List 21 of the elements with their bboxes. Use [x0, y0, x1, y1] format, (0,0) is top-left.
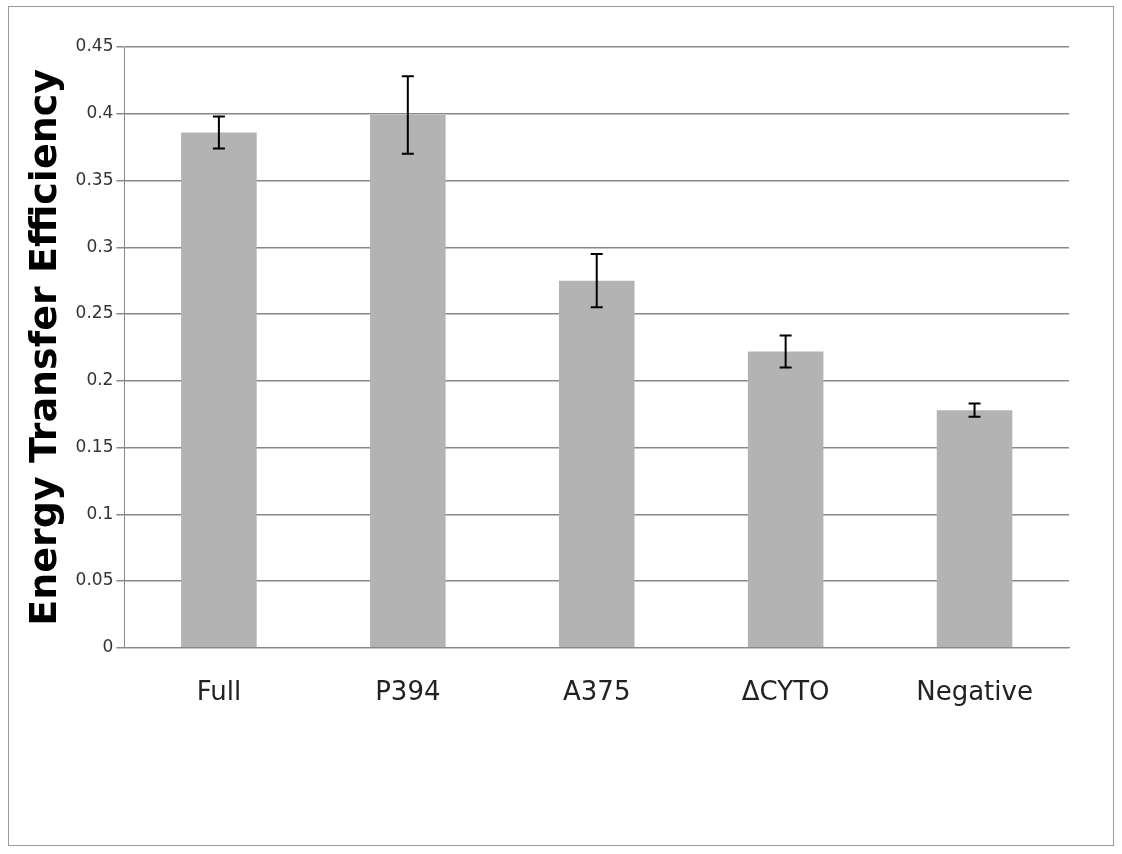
y-tick-label: 0.25	[75, 302, 114, 323]
bar	[370, 115, 446, 648]
y-tick-label: 0.2	[86, 369, 114, 390]
y-tick-label: 0.45	[75, 35, 114, 56]
x-tick-label: P394	[375, 676, 441, 707]
x-tick-label: ΔCYTO	[741, 676, 830, 707]
bar	[936, 410, 1013, 648]
y-tick-label: 0.3	[86, 235, 114, 256]
y-tick-label: 0.05	[75, 569, 114, 590]
bar	[181, 132, 257, 648]
y-tick-label: 0.15	[75, 435, 114, 456]
bar	[747, 351, 824, 648]
x-tick-label: A375	[563, 676, 631, 707]
bar	[558, 280, 635, 648]
y-tick-label: 0.35	[75, 168, 114, 189]
y-axis-title: Energy Transfer Efficiency	[20, 68, 65, 626]
x-tick-label: Negative	[916, 676, 1033, 707]
y-tick-label: 0.1	[86, 502, 114, 523]
x-tick-label: Full	[196, 676, 242, 707]
y-tick-label: 0.4	[86, 102, 114, 123]
y-tick-label: 0	[102, 636, 114, 657]
